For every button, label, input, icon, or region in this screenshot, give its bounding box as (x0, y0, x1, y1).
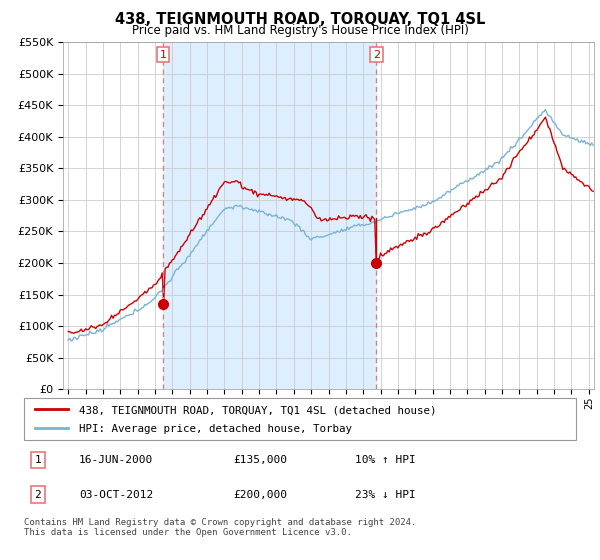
Text: 2: 2 (34, 490, 41, 500)
Text: HPI: Average price, detached house, Torbay: HPI: Average price, detached house, Torb… (79, 424, 352, 433)
Text: £135,000: £135,000 (234, 455, 288, 465)
Text: 10% ↑ HPI: 10% ↑ HPI (355, 455, 416, 465)
Text: 1: 1 (34, 455, 41, 465)
Text: 438, TEIGNMOUTH ROAD, TORQUAY, TQ1 4SL: 438, TEIGNMOUTH ROAD, TORQUAY, TQ1 4SL (115, 12, 485, 27)
Text: Contains HM Land Registry data © Crown copyright and database right 2024.
This d: Contains HM Land Registry data © Crown c… (24, 518, 416, 538)
Text: 438, TEIGNMOUTH ROAD, TORQUAY, TQ1 4SL (detached house): 438, TEIGNMOUTH ROAD, TORQUAY, TQ1 4SL (… (79, 405, 437, 415)
Text: 2: 2 (373, 50, 380, 59)
Text: 1: 1 (160, 50, 166, 59)
Text: Price paid vs. HM Land Registry's House Price Index (HPI): Price paid vs. HM Land Registry's House … (131, 24, 469, 36)
FancyBboxPatch shape (24, 398, 576, 440)
Text: 16-JUN-2000: 16-JUN-2000 (79, 455, 154, 465)
Text: 23% ↓ HPI: 23% ↓ HPI (355, 490, 416, 500)
Bar (163, 42, 376, 389)
Text: 03-OCT-2012: 03-OCT-2012 (79, 490, 154, 500)
Text: £200,000: £200,000 (234, 490, 288, 500)
